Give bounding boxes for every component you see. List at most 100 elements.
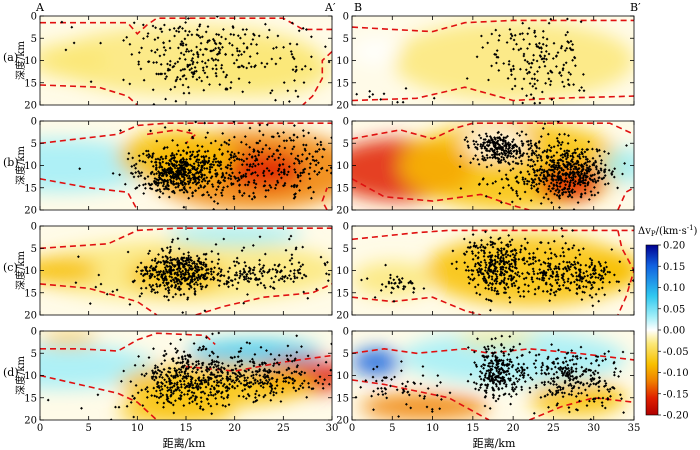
earthquake-point bbox=[212, 373, 216, 377]
y-tick-label: 0 bbox=[31, 222, 37, 233]
earthquake-point bbox=[174, 351, 178, 354]
earthquake-point bbox=[259, 378, 262, 382]
earthquake-point bbox=[160, 362, 164, 366]
earthquake-point bbox=[472, 142, 476, 146]
earthquake-point bbox=[197, 379, 201, 382]
earthquake-point bbox=[263, 373, 267, 377]
earthquake-point bbox=[151, 164, 155, 168]
earthquake-point bbox=[199, 396, 203, 400]
earthquake-point bbox=[182, 350, 186, 354]
earthquake-point bbox=[183, 354, 187, 358]
earthquake-point bbox=[229, 177, 233, 181]
earthquake-point bbox=[253, 196, 257, 199]
earthquake-point bbox=[571, 170, 575, 174]
earthquake-point bbox=[158, 172, 161, 176]
earthquake-point bbox=[529, 199, 533, 202]
earthquake-point bbox=[311, 155, 315, 159]
earthquake-point bbox=[259, 267, 263, 271]
earthquake-point bbox=[593, 281, 596, 285]
earthquake-point bbox=[194, 266, 197, 270]
earthquake-point bbox=[307, 385, 311, 389]
earthquake-point bbox=[287, 165, 291, 169]
earthquake-point bbox=[589, 174, 593, 177]
earthquake-point bbox=[187, 91, 191, 95]
earthquake-point bbox=[380, 390, 384, 393]
earthquake-point bbox=[505, 177, 509, 181]
earthquake-point bbox=[586, 160, 590, 164]
earthquake-point bbox=[251, 243, 255, 247]
earthquake-point bbox=[259, 384, 263, 388]
earthquake-point bbox=[555, 136, 559, 140]
earthquake-point bbox=[149, 172, 153, 176]
earthquake-point bbox=[295, 276, 299, 280]
earthquake-point bbox=[248, 267, 252, 271]
earthquake-point bbox=[189, 396, 193, 399]
earthquake-point bbox=[128, 302, 132, 306]
earthquake-point bbox=[252, 400, 256, 404]
earthquake-point bbox=[187, 268, 190, 272]
earthquake-point bbox=[509, 168, 513, 172]
earthquake-point bbox=[240, 64, 244, 68]
earthquake-point bbox=[528, 70, 532, 74]
earthquake-point bbox=[298, 267, 302, 271]
earthquake-point bbox=[392, 278, 396, 282]
earthquake-point bbox=[579, 277, 583, 280]
earthquake-point bbox=[561, 168, 565, 172]
earthquake-point bbox=[270, 387, 274, 391]
earthquake-point bbox=[146, 32, 150, 35]
earthquake-point bbox=[143, 177, 147, 181]
earthquake-point bbox=[518, 67, 522, 71]
earthquake-point bbox=[368, 89, 372, 93]
earthquake-point bbox=[200, 380, 203, 384]
earthquake-point bbox=[299, 384, 302, 388]
earthquake-point bbox=[232, 260, 236, 264]
earthquake-point bbox=[558, 368, 562, 372]
earthquake-point bbox=[141, 183, 145, 187]
earthquake-point bbox=[389, 291, 393, 295]
earthquake-point bbox=[139, 67, 143, 71]
earthquake-point bbox=[295, 135, 299, 139]
earthquake-point bbox=[565, 17, 569, 21]
earthquake-point bbox=[576, 201, 580, 205]
earthquake-point bbox=[382, 92, 386, 96]
earthquake-point bbox=[217, 384, 221, 388]
earthquake-point bbox=[201, 53, 205, 57]
earthquake-point bbox=[533, 31, 536, 35]
earthquake-point bbox=[238, 171, 242, 175]
earthquake-point bbox=[260, 271, 264, 275]
x-axis-title-right: 距离/km bbox=[473, 436, 516, 450]
earthquake-point bbox=[184, 182, 188, 186]
earthquake-point bbox=[566, 286, 570, 290]
earthquake-point bbox=[498, 281, 502, 285]
earthquake-point bbox=[188, 397, 192, 401]
contour-line bbox=[321, 187, 328, 210]
earthquake-point bbox=[153, 366, 157, 370]
earthquake-point bbox=[285, 173, 289, 177]
earthquake-point bbox=[215, 32, 218, 36]
earthquake-point bbox=[168, 251, 171, 255]
earthquake-point bbox=[525, 182, 529, 186]
earthquake-point bbox=[494, 273, 498, 277]
earthquake-point bbox=[578, 180, 582, 184]
earthquake-point bbox=[561, 246, 565, 250]
earthquake-point bbox=[288, 136, 292, 140]
earthquake-point bbox=[594, 382, 598, 386]
earthquake-point bbox=[562, 63, 566, 67]
earthquake-point bbox=[612, 361, 616, 365]
earthquake-point bbox=[510, 73, 513, 77]
earthquake-point bbox=[289, 50, 293, 53]
earthquake-point bbox=[492, 143, 496, 147]
earthquake-point bbox=[179, 43, 183, 47]
earthquake-point bbox=[309, 35, 313, 39]
earthquake-point bbox=[243, 387, 247, 391]
earthquake-point bbox=[540, 50, 543, 54]
earthquake-point bbox=[186, 296, 190, 300]
earthquake-point bbox=[515, 148, 518, 152]
earthquake-point bbox=[499, 247, 503, 250]
earthquake-point bbox=[195, 150, 199, 154]
earthquake-point bbox=[464, 136, 468, 139]
colorbar-tick-label: 0.00 bbox=[663, 326, 685, 337]
earthquake-point bbox=[221, 361, 224, 365]
earthquake-point bbox=[270, 154, 274, 158]
earthquake-point bbox=[222, 382, 226, 386]
